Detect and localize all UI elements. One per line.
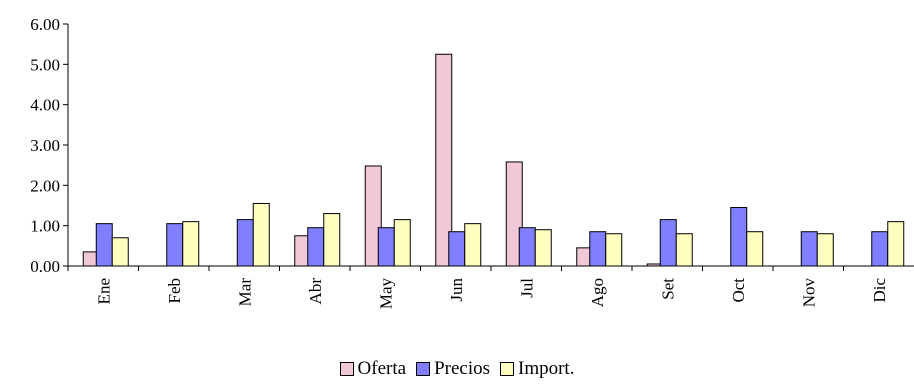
bar-import-ago bbox=[605, 233, 623, 267]
bars bbox=[82, 53, 905, 267]
bar-precios-set bbox=[659, 219, 677, 267]
legend-label: Import. bbox=[518, 358, 575, 379]
legend-label: Oferta bbox=[357, 358, 407, 379]
x-tick-label: Abr bbox=[306, 278, 325, 305]
bar-import-jul bbox=[534, 229, 552, 267]
x-tick-label: Nov bbox=[799, 278, 818, 308]
legend-swatch bbox=[339, 362, 354, 376]
bar-import-may bbox=[393, 219, 411, 267]
y-tick-label: 3.00 bbox=[30, 136, 60, 155]
y-axis: 0.00 1.00 2.00 3.00 4.00 5.00 6.00 bbox=[30, 15, 69, 276]
bar-import-mar bbox=[252, 202, 270, 267]
bar-import-feb bbox=[182, 221, 200, 267]
y-tick-label: 5.00 bbox=[30, 55, 60, 74]
bar-import-ene bbox=[111, 237, 129, 267]
legend-item: Import. bbox=[500, 358, 574, 380]
y-tick-label: 6.00 bbox=[30, 15, 60, 34]
bar-precios-nov bbox=[800, 231, 818, 267]
legend-label: Precios bbox=[434, 358, 490, 379]
x-tick-label: Mar bbox=[235, 278, 254, 307]
bar-precios-mar bbox=[236, 219, 254, 267]
bar-precios-ene bbox=[95, 223, 113, 267]
bar-import-nov bbox=[816, 233, 834, 267]
legend-item: Oferta bbox=[339, 358, 407, 380]
y-tick-label: 1.00 bbox=[30, 217, 60, 236]
x-tick-label: Ago bbox=[588, 278, 607, 307]
x-tick-label: Feb bbox=[165, 278, 184, 304]
bar-precios-dic bbox=[871, 231, 889, 267]
x-axis: Ene Feb Mar Abr May Jun Jul Ago Set Oct Nov Dic bbox=[67, 265, 914, 310]
legend-item: Precios bbox=[416, 358, 490, 380]
x-tick-label: Dic bbox=[870, 278, 889, 303]
x-tick-label: Ene bbox=[94, 278, 113, 304]
bar-chart: 0.00 1.00 2.00 3.00 4.00 5.00 6.00 Ene Feb Mar Ab… bbox=[30, 15, 914, 310]
bar-precios-ago bbox=[589, 231, 607, 267]
x-tick-label: Jul bbox=[517, 278, 536, 298]
bar-precios-jul bbox=[518, 227, 536, 267]
bar-precios-jun bbox=[448, 231, 466, 267]
y-tick-label: 0.00 bbox=[30, 257, 60, 276]
x-tick-label: May bbox=[376, 278, 395, 310]
x-tick-label: Oct bbox=[729, 278, 748, 303]
y-tick-label: 2.00 bbox=[30, 176, 60, 195]
bar-import-abr bbox=[323, 213, 341, 267]
bar-precios-abr bbox=[307, 227, 325, 267]
y-tick-label: 4.00 bbox=[30, 96, 60, 115]
bar-precios-oct bbox=[730, 207, 748, 267]
bar-precios-feb bbox=[166, 223, 184, 267]
bar-precios-may bbox=[377, 227, 395, 267]
bar-import-jun bbox=[464, 223, 482, 267]
legend-swatch bbox=[500, 362, 514, 376]
bar-import-oct bbox=[746, 231, 764, 267]
legend-swatch bbox=[416, 362, 431, 376]
x-tick-label: Jun bbox=[447, 278, 466, 302]
x-tick-label: Set bbox=[658, 278, 677, 300]
bar-import-dic bbox=[887, 221, 905, 267]
legend: Oferta Precios Import. bbox=[0, 358, 914, 380]
bar-import-set bbox=[675, 233, 693, 267]
